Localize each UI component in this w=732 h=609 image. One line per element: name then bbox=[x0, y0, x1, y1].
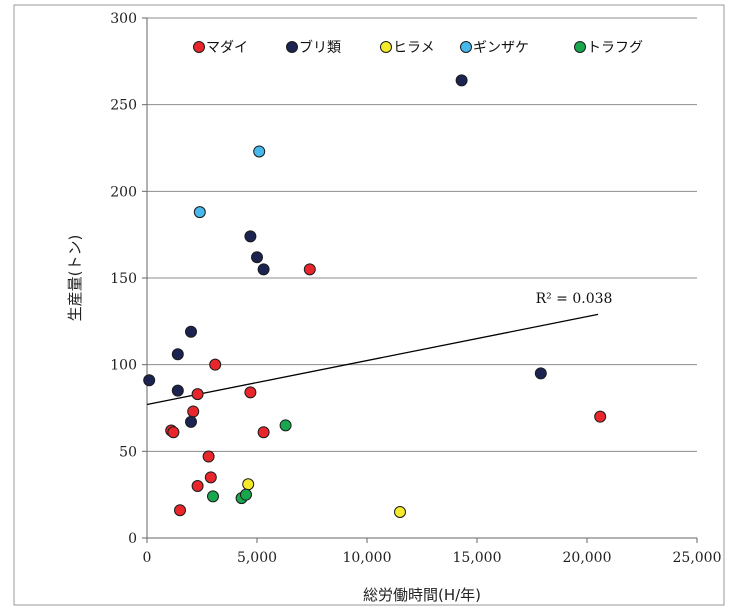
gridlines bbox=[147, 17, 697, 452]
data-point bbox=[534, 367, 547, 380]
data-point bbox=[242, 478, 255, 491]
trendline-group: R² = 0.038 bbox=[146, 291, 613, 406]
legend-label: トラフグ bbox=[587, 40, 643, 56]
data-point bbox=[191, 388, 204, 401]
chart-frame bbox=[13, 4, 725, 606]
data-point bbox=[204, 471, 217, 484]
data-point bbox=[455, 74, 468, 87]
data-point bbox=[202, 450, 215, 463]
data-point bbox=[207, 490, 219, 503]
data-point bbox=[244, 386, 257, 399]
y-tick-label: 0 bbox=[128, 531, 137, 547]
y-axis-label: 生産量(トン) bbox=[66, 235, 84, 322]
data-point bbox=[187, 405, 200, 418]
data-point bbox=[174, 504, 186, 517]
data-point bbox=[257, 426, 270, 439]
legend-marker bbox=[193, 41, 205, 53]
legend-marker bbox=[574, 41, 586, 53]
data-point bbox=[244, 230, 257, 243]
x-tick-label: 0 bbox=[143, 550, 152, 566]
data-point bbox=[240, 488, 252, 501]
y-tick-label: 150 bbox=[110, 271, 137, 287]
tick-labels: 0 50 100 150 200 250 300 0 5,000 10,000 15,000 20,0… bbox=[110, 11, 721, 566]
y-tick-label: 200 bbox=[110, 184, 137, 200]
r-squared-label: R² = 0.038 bbox=[536, 291, 613, 307]
data-points bbox=[143, 74, 607, 518]
y-tick-label: 50 bbox=[119, 444, 137, 460]
y-tick-label: 300 bbox=[110, 11, 137, 27]
data-point bbox=[193, 206, 206, 219]
legend-label: ブリ類 bbox=[299, 39, 341, 56]
data-point bbox=[167, 426, 180, 439]
data-point bbox=[279, 419, 292, 432]
legend-label: ギンザケ bbox=[473, 40, 529, 56]
legend-marker bbox=[460, 41, 472, 53]
y-tick-label: 250 bbox=[110, 98, 137, 114]
legend: マダイ ブリ類 ヒラメ ギンザケ トラフグ bbox=[193, 39, 643, 56]
data-point bbox=[253, 145, 266, 158]
data-point bbox=[303, 263, 316, 276]
data-point bbox=[209, 358, 222, 371]
y-tick-label: 100 bbox=[110, 358, 137, 374]
legend-label: マダイ bbox=[206, 40, 248, 56]
data-point bbox=[394, 506, 406, 518]
data-point bbox=[143, 374, 156, 387]
x-tick-label: 25,000 bbox=[673, 550, 722, 566]
x-tick-label: 15,000 bbox=[453, 550, 502, 566]
trendline bbox=[146, 313, 599, 406]
data-point bbox=[251, 251, 263, 264]
legend-label: ヒラメ bbox=[393, 40, 435, 56]
legend-marker bbox=[286, 41, 298, 53]
data-point bbox=[171, 384, 184, 397]
legend-marker bbox=[380, 41, 392, 53]
x-tick-label: 10,000 bbox=[343, 550, 392, 566]
data-point bbox=[185, 415, 197, 428]
data-point bbox=[257, 263, 270, 276]
x-tick-label: 20,000 bbox=[563, 550, 612, 566]
axes bbox=[13, 4, 725, 606]
data-point bbox=[171, 348, 184, 361]
data-point bbox=[191, 480, 204, 492]
data-point bbox=[185, 325, 197, 338]
data-point bbox=[594, 410, 607, 423]
x-axis-label: 総労働時間(H/年) bbox=[363, 586, 481, 604]
x-tick-label: 5,000 bbox=[237, 550, 277, 566]
